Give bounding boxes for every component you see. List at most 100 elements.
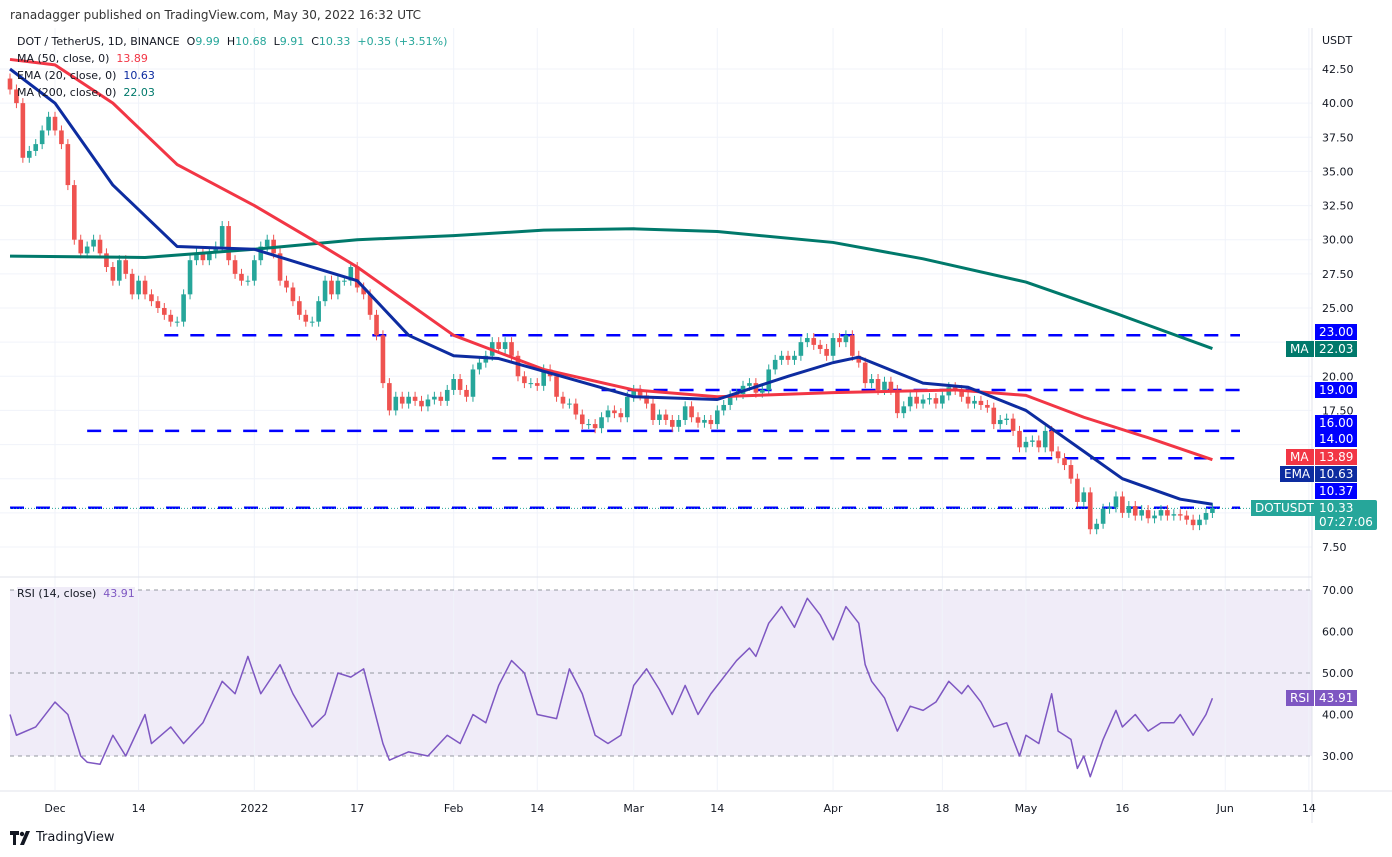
candle[interactable] [509, 342, 514, 356]
candle[interactable] [515, 355, 521, 377]
candle[interactable] [20, 103, 26, 158]
candle[interactable] [258, 246, 264, 261]
candle[interactable] [1210, 508, 1215, 513]
candle[interactable] [374, 314, 379, 336]
candle[interactable] [65, 144, 71, 186]
candle[interactable] [329, 280, 334, 295]
candle[interactable] [663, 414, 669, 420]
candle[interactable] [284, 280, 289, 288]
candle[interactable] [1132, 506, 1138, 516]
candle[interactable] [522, 376, 527, 384]
candle[interactable] [715, 410, 720, 425]
candle[interactable] [1055, 451, 1061, 459]
candle[interactable] [367, 294, 373, 315]
candle[interactable] [689, 406, 694, 418]
candle[interactable] [477, 362, 482, 370]
candle[interactable] [181, 294, 186, 322]
candle[interactable] [496, 342, 501, 349]
candle[interactable] [592, 424, 598, 429]
candle[interactable] [1030, 440, 1035, 442]
candle[interactable] [862, 362, 868, 384]
candle[interactable] [277, 253, 283, 281]
candle[interactable] [824, 348, 829, 356]
candle[interactable] [33, 144, 39, 151]
candle[interactable] [97, 239, 103, 254]
candle[interactable] [104, 253, 109, 268]
candle[interactable] [142, 280, 148, 295]
ma50-line[interactable] [9, 57, 1213, 462]
candle[interactable] [470, 369, 476, 397]
candle[interactable] [7, 78, 13, 90]
candle[interactable] [940, 395, 945, 404]
candle[interactable] [785, 355, 791, 360]
candle[interactable] [624, 396, 630, 418]
candle[interactable] [1004, 418, 1009, 420]
candle[interactable] [830, 338, 836, 356]
candle[interactable] [59, 130, 64, 145]
candle[interactable] [399, 396, 405, 404]
candle[interactable] [811, 338, 817, 345]
candle[interactable] [805, 338, 810, 343]
candle[interactable] [907, 396, 913, 407]
candle[interactable] [174, 321, 180, 323]
candle[interactable] [747, 383, 752, 386]
ma200-legend[interactable]: MA (200, close, 0) 22.03 [17, 86, 155, 99]
candle[interactable] [444, 389, 450, 401]
candle[interactable] [1145, 510, 1151, 519]
candle[interactable] [779, 355, 784, 360]
candle[interactable] [187, 260, 193, 295]
candle[interactable] [1126, 506, 1132, 513]
candle[interactable] [1203, 512, 1209, 520]
candle[interactable] [26, 150, 32, 158]
candle[interactable] [920, 399, 926, 404]
candle[interactable] [554, 376, 559, 397]
candle[interactable] [586, 424, 591, 426]
candle[interactable] [52, 116, 58, 131]
candle[interactable] [290, 287, 296, 302]
candle[interactable] [297, 301, 302, 315]
candle[interactable] [676, 419, 682, 427]
candle[interactable] [708, 419, 714, 425]
candle[interactable] [84, 246, 90, 254]
candle[interactable] [393, 396, 399, 411]
candle[interactable] [560, 396, 566, 404]
candle[interactable] [239, 273, 244, 281]
candle[interactable] [136, 280, 141, 295]
candle[interactable] [303, 314, 309, 322]
candle[interactable] [1158, 510, 1164, 516]
candle[interactable] [798, 342, 804, 356]
candle[interactable] [117, 260, 122, 281]
candle[interactable] [1036, 440, 1042, 448]
candle[interactable] [618, 413, 624, 418]
candle[interactable] [168, 314, 174, 322]
candle[interactable] [123, 260, 129, 274]
ema20-line[interactable] [9, 67, 1213, 506]
candle[interactable] [599, 417, 604, 429]
candle[interactable] [1152, 515, 1157, 519]
candle[interactable] [856, 355, 862, 363]
candle[interactable] [502, 342, 508, 349]
candle[interactable] [464, 389, 469, 397]
candle[interactable] [1010, 418, 1016, 431]
candle[interactable] [149, 294, 154, 302]
candle[interactable] [605, 410, 611, 418]
candle[interactable] [162, 307, 167, 315]
candle[interactable] [1107, 507, 1112, 509]
candle[interactable] [14, 89, 19, 104]
candle[interactable] [1042, 430, 1048, 448]
candle[interactable] [1184, 515, 1189, 520]
candle[interactable] [387, 383, 392, 411]
candle[interactable] [438, 396, 444, 401]
candle[interactable] [817, 344, 823, 349]
candle[interactable] [155, 301, 161, 308]
candle[interactable] [348, 267, 354, 281]
candle[interactable] [541, 369, 546, 386]
candle[interactable] [978, 400, 984, 405]
candle[interactable] [213, 246, 219, 254]
candle[interactable] [252, 260, 257, 281]
candle[interactable] [309, 321, 315, 323]
candle[interactable] [1139, 510, 1144, 516]
candle[interactable] [631, 389, 637, 397]
candle[interactable] [573, 403, 579, 415]
